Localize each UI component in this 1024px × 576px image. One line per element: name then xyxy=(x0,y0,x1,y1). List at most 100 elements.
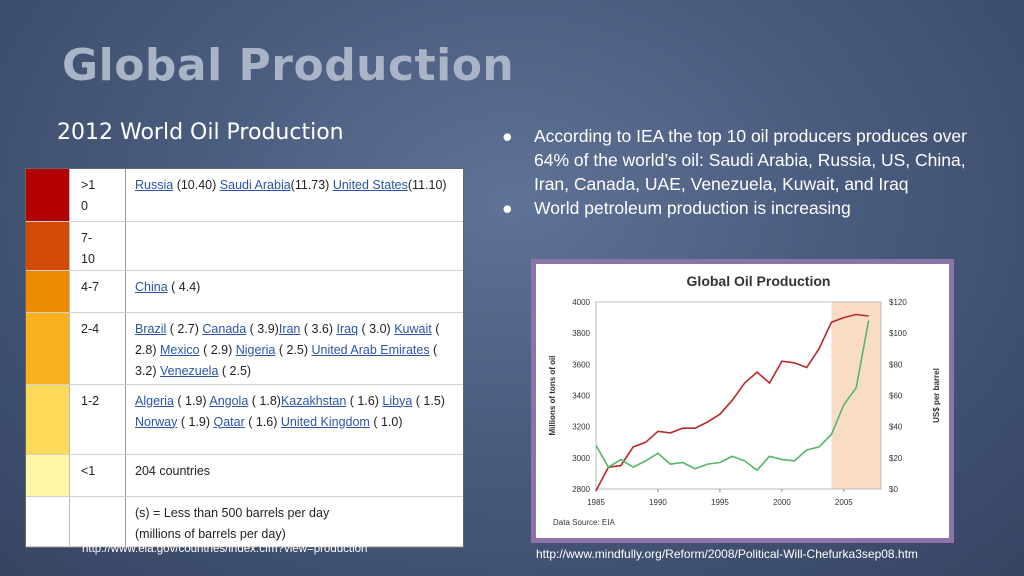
bullet-dot-icon: ● xyxy=(502,198,513,218)
y-axis-label: Millions of tons of oil xyxy=(548,356,557,436)
country-value: ( 3.9) xyxy=(246,321,279,336)
countries-cell xyxy=(125,221,463,271)
range-cell: 7- 10 xyxy=(69,221,126,271)
series-line xyxy=(595,313,869,491)
country-link[interactable]: Venezuela xyxy=(160,363,219,378)
country-value: ( 2.5) xyxy=(275,342,312,357)
countries-cell: (s) = Less than 500 barrels per day (mil… xyxy=(125,496,463,547)
range-cell: 1-2 xyxy=(69,384,126,455)
country-link[interactable]: United States xyxy=(332,178,408,192)
y-tick-label: 3600 xyxy=(572,360,590,369)
color-swatch xyxy=(26,384,70,455)
country-link[interactable]: Iraq xyxy=(336,321,359,336)
range-cell xyxy=(69,496,126,547)
x-tick-label: 1995 xyxy=(711,498,729,507)
production-table: >1 0 Russia (10.40) Saudi Arabia(11.73) U… xyxy=(25,168,464,548)
country-link[interactable]: Canada xyxy=(202,321,247,336)
country-value: (11.73) xyxy=(290,178,333,192)
country-link[interactable]: United Arab Emirates xyxy=(311,342,430,357)
plot-frame xyxy=(595,301,882,490)
table-row: <1 204 countries xyxy=(26,454,463,497)
countries-cell: China ( 4.4) xyxy=(125,270,463,313)
country-link[interactable]: Kuwait xyxy=(394,321,432,336)
country-link[interactable]: Nigeria xyxy=(235,342,276,357)
chart-title: Global Oil Production xyxy=(687,273,831,289)
color-swatch xyxy=(26,312,70,385)
country-link[interactable]: Russia xyxy=(135,178,174,192)
country-link[interactable]: China xyxy=(135,279,168,294)
x-tick-label: 2005 xyxy=(835,498,853,507)
country-link[interactable]: Norway xyxy=(135,414,178,429)
country-link[interactable]: Algeria xyxy=(135,393,174,408)
x-tick-label: 1985 xyxy=(587,498,605,507)
bullet-text: World petroleum production is increasing xyxy=(534,198,851,218)
slide-title: Global Production xyxy=(62,40,515,91)
x-tick-label: 2000 xyxy=(773,498,791,507)
country-value: ( 1.6) xyxy=(346,393,383,408)
country-value: (10.40) xyxy=(173,178,220,192)
x-tick-label: 1990 xyxy=(649,498,667,507)
source-link-left[interactable]: http://www.eia.gov/countries/index.cfm?v… xyxy=(82,543,368,555)
y-tick-label: 4000 xyxy=(572,298,590,307)
range-cell: <1 xyxy=(69,454,126,497)
country-value: ( 2.8) xyxy=(135,321,440,357)
bullet-dot-icon: ● xyxy=(502,126,513,146)
country-value: ( 2.5) xyxy=(218,363,252,378)
country-value: ( 4.4) xyxy=(167,279,201,294)
table-row: 7- 10 xyxy=(26,221,463,271)
oil-production-chart: Global Oil Production 2800 3000 3200 3400 360… xyxy=(531,259,954,543)
country-link[interactable]: Iran xyxy=(278,321,301,336)
chart-source-note: Data Source: EIA xyxy=(553,518,615,527)
series-line xyxy=(595,320,870,472)
color-swatch xyxy=(26,496,70,547)
color-swatch xyxy=(26,270,70,313)
y2-axis-label: US$ per barrel xyxy=(932,368,941,423)
bullet-list: ● According to IEA the top 10 oil produce… xyxy=(500,124,995,220)
country-value: ( 1.9) xyxy=(177,414,214,429)
country-link[interactable]: Brazil xyxy=(135,321,167,336)
table-row: 4-7 China ( 4.4) xyxy=(26,270,463,313)
country-value: (s) = Less than 500 barrels per day (mil… xyxy=(135,505,330,541)
table-row: >1 0 Russia (10.40) Saudi Arabia(11.73) U… xyxy=(26,169,463,222)
y-tick-label: 3000 xyxy=(572,454,590,463)
y2-tick-label: $0 xyxy=(889,485,898,494)
country-link[interactable]: Saudi Arabia xyxy=(219,178,291,192)
y2-tick-label: $80 xyxy=(889,360,903,369)
source-link-right[interactable]: http://www.mindfully.org/Reform/2008/Pol… xyxy=(536,547,918,561)
table-row: (s) = Less than 500 barrels per day (mil… xyxy=(26,496,463,547)
country-value: ( 1.0) xyxy=(369,414,403,429)
country-value: ( 3.2) xyxy=(135,342,438,378)
country-link[interactable]: Kazakhstan xyxy=(280,393,347,408)
country-value: ( 1.6) xyxy=(244,414,281,429)
country-value: ( 1.8) xyxy=(248,393,281,408)
y2-tick-label: $40 xyxy=(889,423,903,432)
y2-tick-label: $20 xyxy=(889,454,903,463)
highlight-band xyxy=(831,302,881,489)
slide-subtitle: 2012 World Oil Production xyxy=(57,120,344,145)
chart-background xyxy=(536,264,949,538)
country-link[interactable]: Angola xyxy=(209,393,249,408)
country-link[interactable]: Qatar xyxy=(213,414,245,429)
country-link[interactable]: United Kingdom xyxy=(280,414,370,429)
y-tick-label: 2800 xyxy=(572,485,590,494)
y2-tick-label: $100 xyxy=(889,329,907,338)
range-cell: >1 0 xyxy=(69,169,126,222)
country-link[interactable]: Libya xyxy=(382,393,413,408)
country-link[interactable]: Mexico xyxy=(160,342,200,357)
country-value: ( 1.9) xyxy=(173,393,210,408)
range-cell: 2-4 xyxy=(69,312,126,385)
bullet-item: ● According to IEA the top 10 oil produce… xyxy=(500,124,995,196)
country-value: ( 2.7) xyxy=(166,321,203,336)
countries-cell: Algeria ( 1.9) Angola ( 1.8)Kazakhstan (… xyxy=(125,384,463,455)
range-cell: 4-7 xyxy=(69,270,126,313)
y-tick-label: 3400 xyxy=(572,392,590,401)
production-table-body: >1 0 Russia (10.40) Saudi Arabia(11.73) U… xyxy=(26,169,463,547)
y-tick-label: 3200 xyxy=(572,423,590,432)
color-swatch xyxy=(26,221,70,271)
countries-cell: 204 countries xyxy=(125,454,463,497)
country-value: ( 2.9) xyxy=(199,342,236,357)
country-value: ( 1.5) xyxy=(412,393,445,408)
bullet-item: ● World petroleum production is increasin… xyxy=(500,196,995,220)
table-row: 1-2 Algeria ( 1.9) Angola ( 1.8)Kazakhsta… xyxy=(26,384,463,455)
country-value: ( 3.6) xyxy=(300,321,337,336)
